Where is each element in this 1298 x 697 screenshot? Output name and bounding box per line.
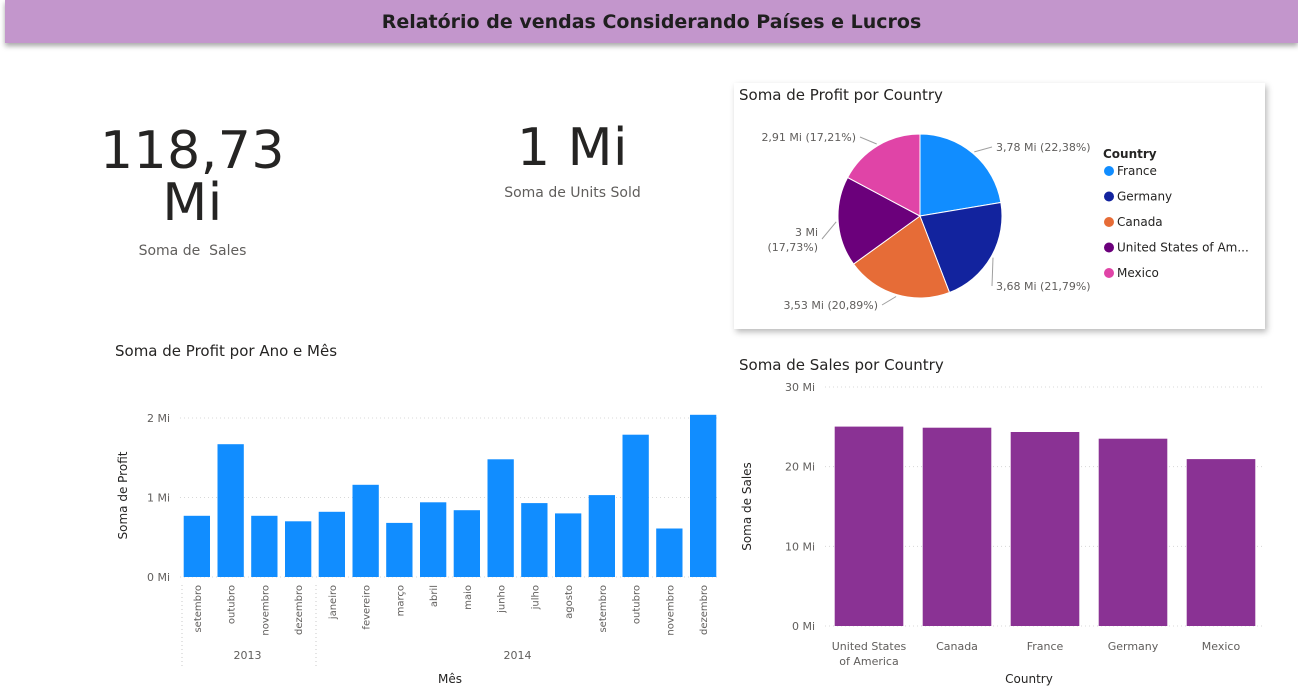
y-tick-label: 1 Mi	[147, 491, 170, 504]
y-axis-title: Soma de Profit	[116, 451, 130, 539]
bar-profit-5[interactable]	[352, 484, 379, 577]
bar-profit-13[interactable]	[622, 434, 649, 577]
bar-profit-10[interactable]	[521, 503, 548, 577]
pie-legend-marker	[1104, 268, 1114, 278]
pie-legend-item[interactable]: Germany	[1117, 190, 1172, 204]
kpi-card-units[interactable]: 1 Mi Soma de Units Sold	[490, 122, 655, 201]
y-tick-label: 0 Mi	[147, 571, 170, 584]
bar-sales-2[interactable]	[1010, 432, 1080, 626]
bar-profit-8[interactable]	[453, 510, 480, 577]
x-tick-label: agosto	[564, 585, 575, 619]
y-tick-label: 0 Mi	[792, 620, 815, 633]
x-tick-label: setembro	[598, 585, 609, 633]
pie-legend-marker	[1104, 242, 1114, 253]
bar-profit-11[interactable]	[555, 513, 582, 577]
x-tick-label: dezembro	[699, 585, 710, 635]
pie-slice-france[interactable]	[919, 133, 1002, 217]
pie-slice-germany[interactable]	[919, 201, 1003, 294]
bar-profit-4[interactable]	[318, 511, 345, 577]
y-axis-title: Soma de Sales	[740, 462, 754, 551]
x-tick-label: Canada	[936, 640, 978, 653]
x-tick-label: abril	[429, 585, 440, 607]
y-tick-label: 30 Mi	[785, 381, 815, 394]
x-tick-label: France	[1027, 640, 1064, 653]
report-title: Relatório de vendas Considerando Países …	[381, 10, 922, 33]
pie-leader-line	[974, 146, 993, 153]
year-group-label: 2013	[234, 649, 262, 662]
kpi-units-value: 1 Mi	[517, 118, 628, 178]
x-tick-label: fevereiro	[362, 585, 373, 630]
pie-legend-item[interactable]: Canada	[1117, 215, 1163, 229]
x-axis-title: Country	[1005, 672, 1053, 686]
bar-profit-0[interactable]	[183, 515, 210, 577]
pie-chart-card[interactable]: Soma de Profit por Country 3,78 Mi (22,3…	[734, 83, 1265, 329]
x-axis-title: Mês	[438, 672, 462, 686]
pie-leader-line	[991, 257, 994, 287]
bar-profit-9[interactable]	[487, 459, 514, 577]
pie-legend-marker	[1104, 217, 1114, 227]
pie-leader-line	[859, 136, 877, 145]
bar-profit-12[interactable]	[588, 495, 615, 577]
x-tick-label: Germany	[1108, 640, 1159, 653]
profit-bar-chart[interactable]: 0 Mi 1 Mi 2 Mi Soma de Profit setembro outubr…	[110, 367, 720, 697]
pie-legend-marker	[1104, 191, 1114, 202]
bar-profit-15[interactable]	[690, 414, 717, 577]
x-tick-label: Mexico	[1202, 640, 1241, 653]
pie-legend-title: Country	[1103, 147, 1157, 161]
pie-slice-mexico[interactable]	[846, 133, 921, 217]
pie-data-label: 3,68 Mi (21,79%)	[996, 280, 1091, 293]
pie-legend-item[interactable]: Mexico	[1117, 266, 1159, 280]
kpi-units-label: Soma de Units Sold	[504, 185, 641, 201]
bar-profit-14[interactable]	[656, 528, 683, 578]
x-tick-label: junho	[497, 585, 508, 614]
bar-sales-4[interactable]	[1186, 459, 1256, 626]
bar-profit-3[interactable]	[285, 521, 312, 577]
y-tick-label: 20 Mi	[785, 461, 815, 474]
year-group-label: 2014	[504, 649, 532, 662]
pie-legend-item[interactable]: France	[1117, 164, 1157, 178]
bar-profit-2[interactable]	[251, 515, 278, 577]
x-tick-label: novembro	[665, 585, 676, 636]
y-tick-label: 10 Mi	[785, 540, 815, 553]
pie-chart[interactable]: 3,78 Mi (22,38%) 3,68 Mi (21,79%) 3,53 Mi …	[734, 83, 1265, 329]
x-tick-label: março	[395, 585, 406, 616]
x-tick-label: maio	[463, 585, 474, 610]
x-tick-label: of America	[839, 655, 898, 668]
x-tick-label: outubro	[227, 585, 238, 624]
bar-sales-0[interactable]	[834, 426, 904, 626]
pie-data-label: 3,53 Mi (20,89%)	[783, 299, 878, 312]
profit-chart-title: Soma de Profit por Ano e Mês	[115, 342, 338, 360]
pie-chart-title: Soma de Profit por Country	[739, 86, 943, 104]
x-tick-label: United States	[832, 640, 907, 653]
bar-profit-1[interactable]	[217, 444, 244, 577]
bar-sales-1[interactable]	[922, 427, 992, 626]
pie-slice-canada[interactable]	[852, 215, 951, 299]
pie-legend-item[interactable]: United States of Am...	[1117, 241, 1249, 255]
pie-data-label: 2,91 Mi (17,21%)	[761, 131, 856, 144]
x-tick-label: dezembro	[294, 585, 305, 635]
x-tick-label: julho	[530, 585, 541, 610]
bar-sales-3[interactable]	[1098, 438, 1168, 626]
x-tick-label: outubro	[632, 585, 643, 624]
pie-legend-marker	[1104, 166, 1114, 176]
kpi-card-sales[interactable]: 118,73 Mi Soma de Sales	[70, 125, 315, 259]
x-tick-label: setembro	[193, 585, 204, 633]
bar-profit-6[interactable]	[386, 522, 413, 577]
pie-leader-line	[881, 296, 897, 306]
kpi-sales-value: 118,73 Mi	[100, 121, 285, 233]
pie-data-label: 3 Mi	[795, 226, 818, 239]
report-header: Relatório de vendas Considerando Países …	[5, 0, 1298, 43]
pie-data-label: 3,78 Mi (22,38%)	[996, 141, 1091, 154]
x-tick-label: novembro	[260, 585, 271, 636]
pie-data-label: (17,73%)	[767, 241, 818, 254]
x-tick-label: janeiro	[328, 585, 339, 620]
bar-profit-7[interactable]	[420, 502, 447, 577]
pie-slice-united-states-of-am[interactable]	[837, 176, 921, 265]
kpi-sales-label: Soma de Sales	[138, 243, 247, 259]
y-tick-label: 2 Mi	[147, 412, 170, 425]
pie-leader-line	[821, 221, 837, 240]
sales-bar-chart[interactable]: 0 Mi 10 Mi 20 Mi 30 Mi Soma de Sales United S…	[735, 377, 1275, 697]
sales-chart-title: Soma de Sales por Country	[739, 356, 944, 374]
